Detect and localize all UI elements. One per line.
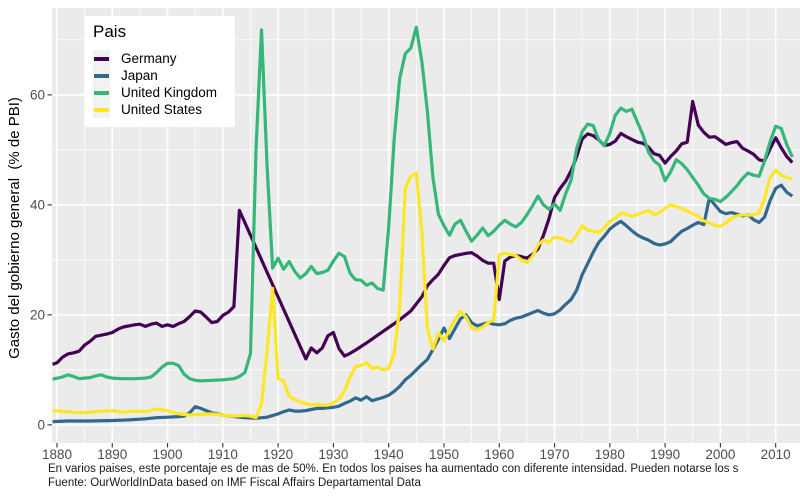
legend-item-germany: Germany (93, 50, 235, 67)
x-tick-label: 1940 (374, 447, 404, 462)
japan-line-swatch-icon (94, 74, 109, 78)
legend-title: Pais (93, 22, 127, 41)
united-kingdom-line-swatch-icon (94, 91, 109, 95)
legend-item-label: Japan (121, 68, 158, 83)
legend-item-label: United Kingdom (121, 85, 218, 100)
x-tick-label: 1930 (318, 447, 348, 462)
legend-item-label: United States (121, 102, 203, 117)
germany-line-swatch-icon (94, 57, 109, 61)
y-tick-label: 0 (37, 418, 45, 433)
y-tick-label: 40 (30, 198, 45, 213)
legend-item-label: Germany (121, 51, 177, 66)
series-line-germany (52, 99, 794, 366)
x-tick-label: 1880 (42, 447, 72, 462)
series-line-united-states (52, 168, 793, 420)
x-tick-label: 2010 (761, 447, 791, 462)
legend-box: Pais Germany Japan United Kingdom United… (85, 16, 235, 127)
caption-line-1: En varios paises, este porcentaje es de … (48, 463, 739, 475)
x-tick-label: 1980 (595, 447, 625, 462)
series-line-united-kingdom (52, 25, 794, 383)
x-tick-label: 1890 (97, 447, 127, 462)
caption: En varios paises, este porcentaje es de … (48, 462, 800, 490)
legend-item-japan: Japan (93, 67, 235, 84)
x-tick-label: 1990 (650, 447, 680, 462)
legend-item-united-kingdom: United Kingdom (93, 84, 235, 101)
x-tick-label: 1920 (263, 447, 293, 462)
x-tick-label: 1950 (429, 447, 459, 462)
x-tick-label: 1900 (153, 447, 183, 462)
legend-item-united-states: United States (93, 101, 235, 118)
x-tick-label: 1970 (540, 447, 570, 462)
legend-key-box (93, 67, 110, 84)
y-axis-label: Gasto del gobierno general (% de PBI) (6, 97, 23, 359)
x-tick-label: 1910 (208, 447, 238, 462)
x-tick-label: 2000 (705, 447, 735, 462)
series-line-japan (52, 183, 794, 424)
x-tick-label: 1960 (484, 447, 514, 462)
y-tick-label: 60 (30, 88, 45, 103)
legend-key-box (93, 101, 110, 118)
legend-key-box (93, 50, 110, 67)
united-states-line-swatch-icon (94, 108, 109, 112)
y-tick-label: 20 (30, 308, 45, 323)
caption-line-2: Fuente: OurWorldInData based on IMF Fisc… (48, 477, 421, 489)
legend-key-box (93, 84, 110, 101)
